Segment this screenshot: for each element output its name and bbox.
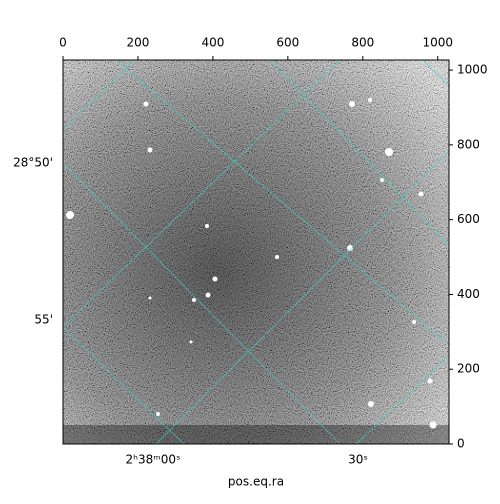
coordinate-grid — [63, 60, 449, 444]
ra-label: 2ʰ38ᵐ00ˢ — [126, 453, 181, 467]
x-tick-label: 800 — [351, 36, 374, 50]
dec-label: 55' — [34, 313, 53, 327]
x-tick-label: 200 — [126, 36, 149, 50]
y-tick-label: 600 — [457, 212, 480, 226]
ra-label: 30ˢ — [348, 453, 368, 467]
frame — [62, 59, 450, 445]
sky-image — [63, 60, 449, 444]
x-tick-label: 1000 — [422, 36, 453, 50]
stars — [66, 98, 437, 429]
y-tick-label: 200 — [457, 362, 480, 376]
dec-label: 28°50' — [13, 156, 53, 170]
y-tick-label: 800 — [457, 137, 480, 151]
x-tick-label: 0 — [59, 36, 67, 50]
y-tick-label: 400 — [457, 287, 480, 301]
y-tick-label: 1000 — [457, 63, 488, 77]
y-tick-label: 0 — [457, 437, 465, 451]
x-tick-label: 600 — [276, 36, 299, 50]
x-tick-label: 400 — [201, 36, 224, 50]
x-axis-label: pos.eq.ra — [228, 475, 284, 489]
